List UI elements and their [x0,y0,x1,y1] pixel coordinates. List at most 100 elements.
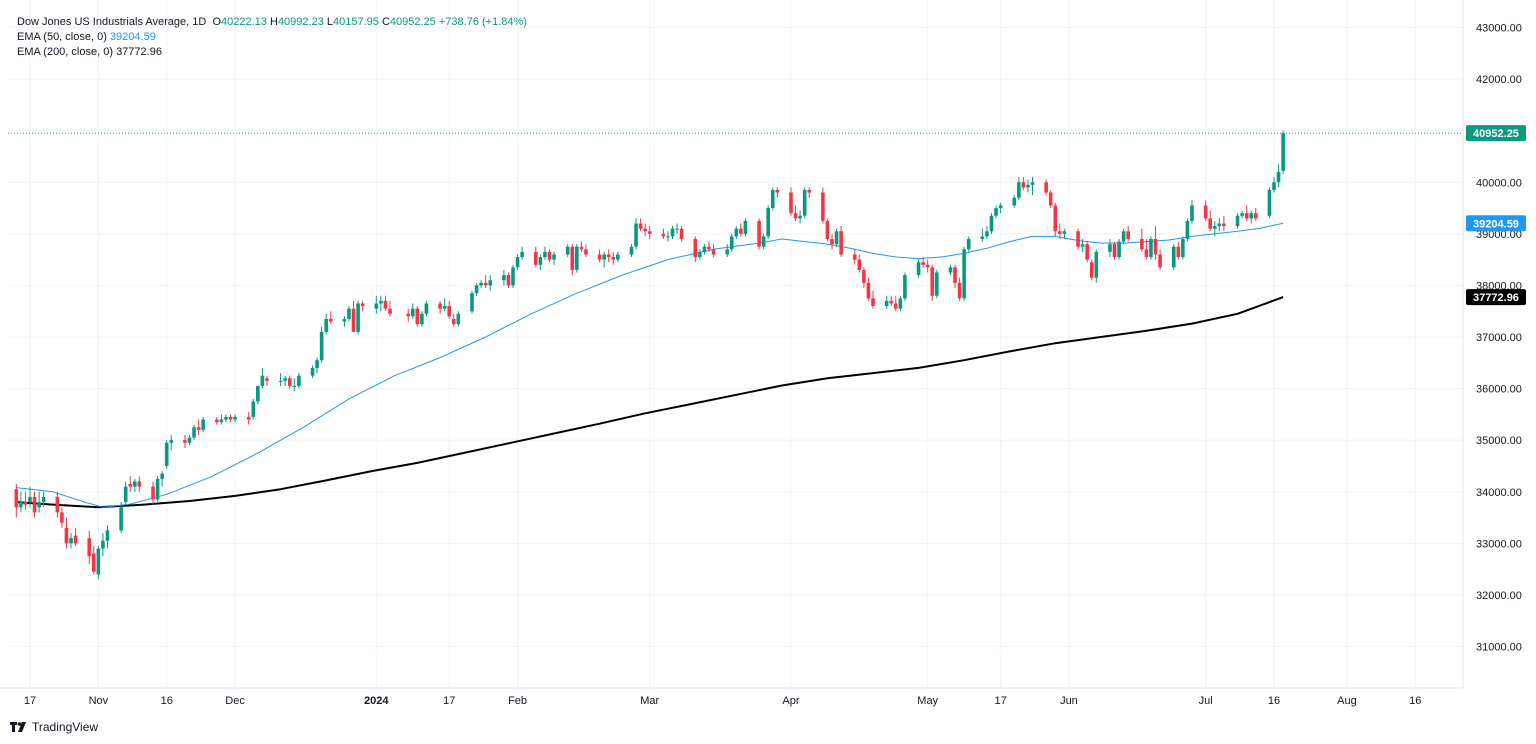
candle-body [1085,244,1089,260]
candle-down [265,375,269,387]
candle-up [347,306,351,322]
legend-ema200-value: 37772.96 [116,46,162,58]
ema200-line [16,296,1284,509]
candle-body [534,251,538,265]
candle-up [1026,179,1030,193]
candle-down [889,295,894,307]
candle-down [1203,200,1208,221]
last-price-badge-text: 40952.25 [1473,128,1519,140]
candle-body [160,473,164,479]
candle-body [287,378,292,387]
x-tick-label: 16 [1268,695,1280,707]
ema50-price-badge-bg [1466,215,1526,232]
candle-up [251,398,256,420]
candle-down [1208,210,1213,232]
candle-down [643,223,647,237]
candle-up [356,300,360,335]
y-tick-label: 33000.00 [1476,538,1522,550]
candle-body [324,318,328,332]
candle-down [1153,226,1158,260]
candle-body [55,496,60,513]
ema200-layer [16,296,1284,509]
candle-body [1053,205,1058,232]
candle-body [260,375,265,387]
legend-ema200-row[interactable]: EMA (200, close, 0) 37772.96 [17,45,527,60]
ema50-price-badge-text: 39204.59 [1473,218,1519,230]
candle-up [1094,249,1099,283]
legend-close-label: C [381,16,390,28]
candle-up [1149,236,1153,260]
y-tick-label: 35000.00 [1476,435,1522,447]
candle-up [1249,210,1254,224]
candle-body [169,440,174,443]
candle-body [638,223,643,229]
candle-up [201,416,205,433]
candle-body [283,378,287,381]
y-tick-label: 40000.00 [1476,177,1522,189]
candle-up [602,251,606,268]
candle-body [470,293,474,312]
candle-body [570,246,575,270]
candle-down [55,491,60,518]
candle-body [246,416,251,420]
candle-body [1058,231,1062,234]
legend-open-label: O [212,16,222,28]
candle-up [69,533,73,549]
candle-body [155,478,160,500]
candle-up [187,435,192,446]
candle-body [374,303,379,309]
candle-down [1048,189,1053,209]
x-tick-label: Aug [1337,695,1357,707]
candle-body [151,486,155,500]
candle-up [898,295,903,312]
candle-up [101,533,105,557]
x-tick-label: 17 [24,695,36,707]
y-tick-label: 31000.00 [1476,642,1522,654]
candle-body [707,246,711,250]
candle-body [347,308,351,319]
candle-body [793,213,798,219]
candle-body [1108,244,1112,252]
candle-body [479,282,483,286]
chart-axes [0,0,1464,689]
candle-up [916,259,921,278]
tradingview-logo-icon [10,721,28,733]
candle-down [839,226,843,258]
candle-body [292,386,297,388]
x-tick-label: Jul [1199,695,1213,707]
chart-legend: Dow Jones US Industrials Average, 1D O40… [17,15,527,60]
candle-up [1272,177,1276,193]
candle-down [32,491,37,518]
candle-body [543,251,547,258]
candle-up [761,233,766,250]
candle-up [1117,238,1121,260]
candle-body [602,254,606,260]
candle-body [319,331,324,361]
candle-body [351,308,356,332]
candle-down [128,476,133,492]
candle-body [119,507,123,531]
candle-body [994,208,998,216]
candle-body [233,416,237,420]
candle-body [424,303,429,314]
candle-body [192,427,196,438]
candle-body [14,489,19,508]
x-tick-label: Apr [782,695,799,707]
candle-up [670,226,675,239]
x-tick-label: 17 [443,695,455,707]
candle-body [711,249,716,255]
legend-ema50-row[interactable]: EMA (50, close, 0) 39204.59 [17,30,527,45]
candle-down [711,244,716,258]
legend-symbol[interactable]: Dow Jones US Industrials Average, 1D [17,16,207,28]
candle-up [502,269,506,286]
candle-body [643,228,647,232]
footer-branding[interactable]: TradingView [10,720,98,734]
candle-down [921,257,925,268]
candle-body [438,303,442,309]
y-tick-label: 43000.00 [1476,23,1522,35]
legend-change: +738.76 (+1.84%) [438,16,527,28]
x-tick-label: 2024 [364,695,389,707]
candle-up [666,231,670,242]
candle-up [219,414,224,425]
